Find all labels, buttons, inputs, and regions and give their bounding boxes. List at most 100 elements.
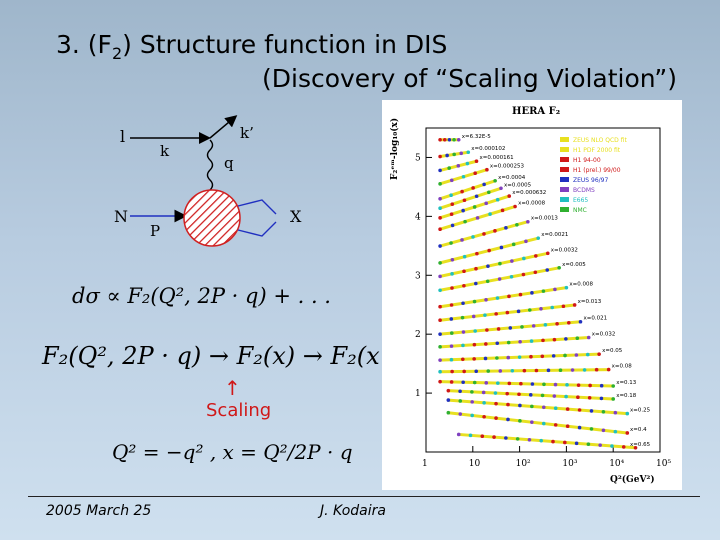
chart-title: HERA F₂ xyxy=(512,106,560,117)
series-10: x=0.0032 xyxy=(438,247,578,279)
data-point xyxy=(461,208,465,213)
data-point xyxy=(471,235,475,239)
data-point xyxy=(575,336,580,341)
series-16: x=0.05 xyxy=(438,348,623,362)
legend-label: E665 xyxy=(573,197,588,204)
kinematic-definitions: Q² = −q² , x = Q²/2P · q xyxy=(112,440,353,464)
data-point xyxy=(498,369,503,373)
title-prefix: 3. (F xyxy=(56,30,112,59)
data-point xyxy=(545,268,550,272)
series-4: x=0.0004 xyxy=(438,175,526,201)
label-l: l xyxy=(120,127,125,146)
data-point xyxy=(586,442,591,447)
data-point xyxy=(526,219,530,224)
data-point xyxy=(561,304,566,309)
data-point xyxy=(485,167,489,172)
fit-band xyxy=(438,186,503,210)
data-point xyxy=(438,216,442,220)
data-point xyxy=(472,299,477,304)
x-bin-label: x=0.65 xyxy=(630,442,651,448)
x-axis-label: Q²(GeV²) xyxy=(610,474,655,485)
data-point xyxy=(438,332,442,336)
legend-swatch xyxy=(560,187,569,192)
data-point xyxy=(438,227,442,231)
scaling-limit-formula: F₂(Q², 2P · q) → F₂(x) → F₂(x , Q²) xyxy=(42,342,442,370)
x-bin-label: x=0.000253 xyxy=(490,164,525,170)
data-point xyxy=(529,339,534,343)
data-point xyxy=(438,379,442,384)
x-tick-label: 10⁴ xyxy=(609,459,624,469)
data-point xyxy=(539,438,544,443)
x-bin-label: x=0.0004 xyxy=(498,175,526,181)
data-point xyxy=(577,408,582,412)
x-bin-label: x=0.4 xyxy=(630,427,647,433)
data-point xyxy=(610,444,614,448)
data-point xyxy=(522,368,527,373)
data-point xyxy=(494,312,498,316)
data-point xyxy=(461,330,466,334)
dis-feynman-diagram: l k k’ q N P X xyxy=(114,115,302,247)
data-point xyxy=(509,274,514,279)
y-tick-label: 1 xyxy=(415,389,421,399)
data-point xyxy=(472,205,477,209)
data-point xyxy=(528,393,533,397)
x-tick-label: 10² xyxy=(516,459,531,469)
x-bin-label: x=0.000161 xyxy=(480,155,514,161)
x-bin-label: x=0.08 xyxy=(612,364,633,370)
data-point xyxy=(553,406,558,410)
data-point xyxy=(527,437,532,442)
data-point xyxy=(565,407,570,411)
data-point xyxy=(507,294,511,299)
data-point xyxy=(530,382,535,386)
data-point xyxy=(461,301,465,306)
data-point xyxy=(483,356,488,361)
data-point xyxy=(474,281,478,286)
cross-section-formula: dσ ∝ F₂(Q², 2P · q) + . . . xyxy=(72,284,331,308)
data-point xyxy=(601,409,606,414)
data-point xyxy=(470,413,474,418)
data-point xyxy=(625,431,630,435)
data-point xyxy=(442,137,447,142)
x-bin-label: x=0.05 xyxy=(602,348,623,354)
data-point xyxy=(452,152,456,157)
x-bin-label: x=0.000632 xyxy=(512,190,546,196)
data-point xyxy=(576,395,580,400)
x-bin-label: x=0.0032 xyxy=(551,247,578,253)
data-point xyxy=(520,325,524,329)
data-point xyxy=(517,392,521,397)
data-point xyxy=(518,403,522,408)
data-point xyxy=(456,137,461,142)
plot-marks: x=6.32E-5 x=0.000102 x=0.000161 x=0.000253 x… xyxy=(438,134,651,450)
hadronic-blob xyxy=(183,189,241,247)
data-point xyxy=(504,226,508,230)
data-point xyxy=(462,198,467,203)
hera-f2-plot: HERA F₂ F₂ᵉᵐ-log₁₀(x) Q²(GeV²) 1 10 10² 10³… xyxy=(382,100,682,490)
data-point xyxy=(553,382,558,387)
data-point xyxy=(505,391,510,396)
data-point xyxy=(499,186,503,191)
data-point xyxy=(485,279,490,284)
data-point xyxy=(570,368,575,372)
data-point xyxy=(472,380,477,385)
x-bin-label: x=0.000102 xyxy=(471,146,505,152)
fit-band xyxy=(446,411,629,435)
data-point xyxy=(471,186,475,190)
data-point xyxy=(461,174,466,179)
data-point xyxy=(461,357,465,362)
data-point xyxy=(449,212,454,216)
plot-legend: ZEUS NLO QCD fit H1 PDF 2000 fit H1 94-00 H… xyxy=(560,137,627,214)
footer-date: 2005 March 25 xyxy=(46,503,152,519)
data-point xyxy=(486,369,491,373)
data-point xyxy=(541,405,546,410)
x-bin-label: x=0.18 xyxy=(616,393,637,399)
data-point xyxy=(465,161,470,166)
data-point xyxy=(475,216,480,220)
data-point xyxy=(495,356,499,360)
data-point xyxy=(438,154,442,159)
final-state-lines xyxy=(237,199,277,237)
data-point xyxy=(589,427,594,431)
fit-band xyxy=(438,179,497,201)
data-point xyxy=(446,388,451,393)
data-point xyxy=(486,264,490,268)
data-point xyxy=(484,381,489,385)
